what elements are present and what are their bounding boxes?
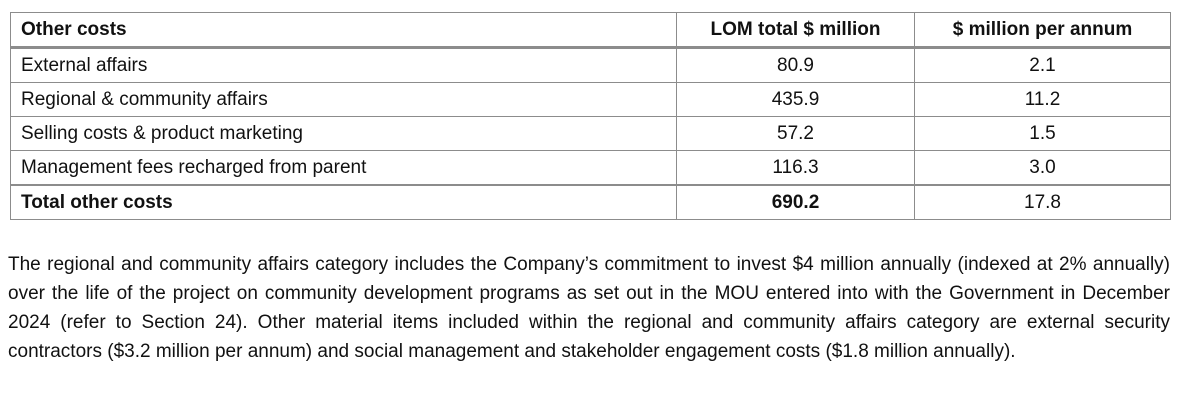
table-header-row: Other costs LOM total $ million $ millio… bbox=[10, 12, 1171, 49]
per-annum-value: 1.5 bbox=[914, 116, 1171, 151]
column-header-per-annum: $ million per annum bbox=[914, 12, 1171, 49]
table-row: Regional & community affairs 435.9 11.2 bbox=[10, 82, 1171, 117]
other-costs-table: Other costs LOM total $ million $ millio… bbox=[10, 12, 1171, 220]
explanatory-paragraph: The regional and community affairs categ… bbox=[8, 254, 1170, 362]
per-annum-value: 3.0 bbox=[914, 150, 1171, 186]
total-lom-value: 690.2 bbox=[676, 184, 915, 220]
column-header-lom-total: LOM total $ million bbox=[676, 12, 915, 49]
per-annum-value: 2.1 bbox=[914, 47, 1171, 83]
lom-total-value: 435.9 bbox=[676, 82, 915, 117]
lom-total-value: 116.3 bbox=[676, 150, 915, 186]
total-label: Total other costs bbox=[10, 184, 677, 220]
column-header-other-costs: Other costs bbox=[10, 12, 677, 49]
row-label: External affairs bbox=[10, 47, 677, 83]
row-label: Management fees recharged from parent bbox=[10, 150, 677, 186]
total-row: Total other costs 690.2 17.8 bbox=[10, 184, 1171, 220]
table-row: Management fees recharged from parent 11… bbox=[10, 150, 1171, 186]
per-annum-value: 11.2 bbox=[914, 82, 1171, 117]
lom-total-value: 80.9 bbox=[676, 47, 915, 83]
row-label: Selling costs & product marketing bbox=[10, 116, 677, 151]
lom-total-value: 57.2 bbox=[676, 116, 915, 151]
table-row: Selling costs & product marketing 57.2 1… bbox=[10, 116, 1171, 151]
total-per-annum-value: 17.8 bbox=[914, 184, 1171, 220]
table-row: External affairs 80.9 2.1 bbox=[10, 47, 1171, 83]
row-label: Regional & community affairs bbox=[10, 82, 677, 117]
